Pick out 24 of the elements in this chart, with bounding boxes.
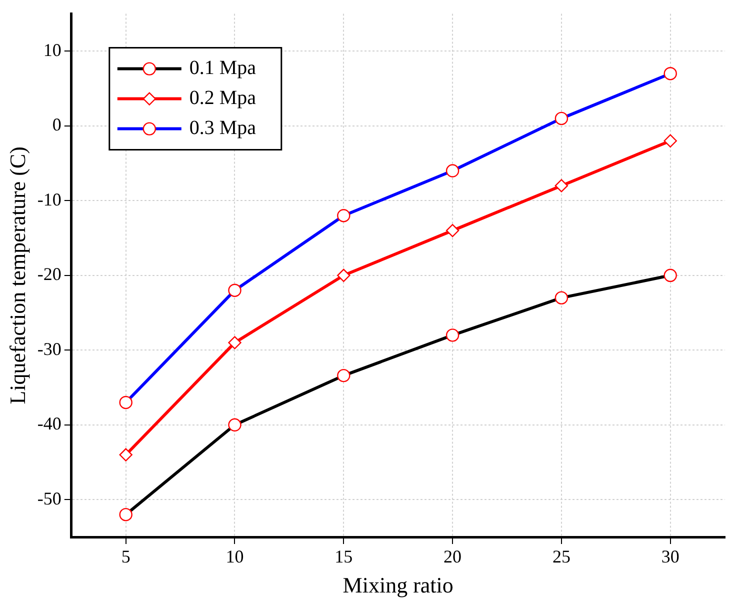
y-tick-label: -20	[37, 264, 62, 284]
y-tick-label: -10	[37, 189, 62, 210]
y-tick-label: -30	[37, 338, 62, 359]
point	[337, 268, 350, 282]
point	[228, 336, 242, 350]
x-axis-title: Mixing ratio	[342, 572, 454, 598]
y-tick-label: 10	[43, 40, 62, 60]
y-axis-title: Liquefaction temperature (C)	[4, 146, 30, 404]
point	[119, 448, 132, 462]
x-tick-label: 25	[552, 546, 570, 567]
legend-label: 0.2 Mpa	[189, 87, 256, 110]
x-tick-label: 10	[226, 546, 244, 567]
x-tick-label: 15	[334, 546, 353, 567]
y-tick-label: -50	[37, 488, 62, 508]
x-tick-label: 5	[121, 546, 130, 567]
legend-label: 0.1 Mpa	[189, 57, 256, 80]
point	[664, 134, 677, 148]
y-tick-label: -40	[37, 414, 62, 434]
x-tick-label: 30	[661, 546, 680, 567]
point	[446, 224, 460, 238]
x-tick-label: 20	[444, 546, 462, 567]
legend-label: 0.3 Mpa	[189, 117, 256, 140]
point	[554, 179, 568, 192]
y-tick-label: 0	[52, 114, 62, 135]
